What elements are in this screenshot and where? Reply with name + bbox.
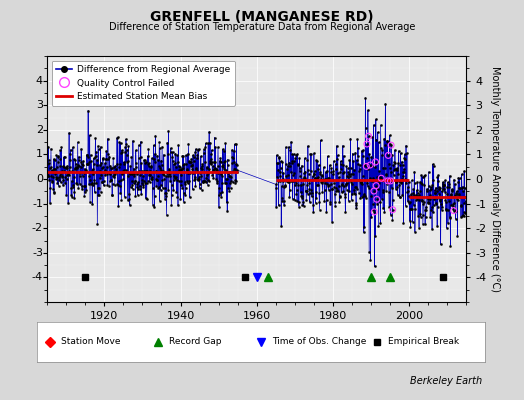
Point [364,133,373,139]
Legend: Difference from Regional Average, Quality Control Failed, Estimated Station Mean: Difference from Regional Average, Qualit… [52,60,235,106]
Text: 0: 0 [36,174,43,184]
Text: -2: -2 [32,223,43,233]
Point [384,178,392,184]
Point [372,159,380,165]
Text: Time of Obs. Change: Time of Obs. Change [272,338,366,346]
Point [363,141,371,147]
Point [366,162,374,168]
Point [386,178,395,184]
Text: Station Move: Station Move [61,338,121,346]
Point [373,196,381,202]
Point [388,206,397,213]
Point [387,142,395,148]
Text: Record Gap: Record Gap [169,338,221,346]
Text: 2: 2 [36,125,43,135]
Text: 3: 3 [36,100,43,110]
Point [370,209,378,215]
Text: GRENFELL (MANGANESE RD): GRENFELL (MANGANESE RD) [150,10,374,24]
Point [384,152,392,159]
Text: Empirical Break: Empirical Break [388,338,460,346]
Point [450,208,458,214]
Point [370,188,378,194]
Text: Berkeley Earth: Berkeley Earth [410,376,482,386]
Text: 4: 4 [36,76,43,86]
Text: -4: -4 [32,272,43,282]
Point [377,175,386,182]
Text: -3: -3 [32,248,43,258]
Y-axis label: Monthly Temperature Anomaly Difference (°C): Monthly Temperature Anomaly Difference (… [490,66,500,292]
Text: Difference of Station Temperature Data from Regional Average: Difference of Station Temperature Data f… [109,22,415,32]
Text: -1: -1 [32,198,43,209]
Point [372,182,380,189]
Text: 1: 1 [36,150,43,159]
Point [362,163,370,170]
